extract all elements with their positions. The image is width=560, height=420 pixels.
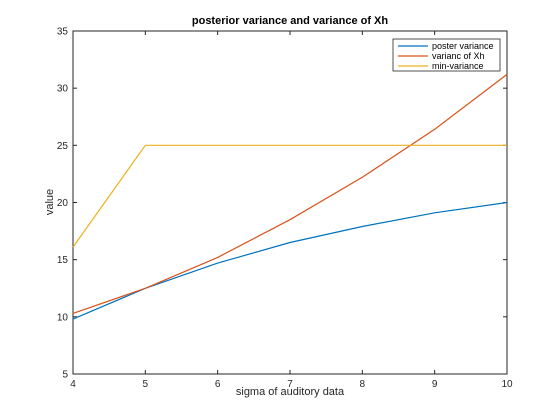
y-tick-label: 5 (62, 370, 68, 381)
legend-entry: min-variance (432, 61, 484, 71)
x-tick-label: 5 (143, 379, 149, 390)
legend-entry: poster variance (432, 41, 494, 51)
y-axis-label: value (44, 189, 56, 215)
y-tick-label: 25 (57, 141, 69, 152)
chart-title: posterior variance and variance of Xh (192, 15, 389, 27)
y-tick-label: 35 (57, 27, 69, 38)
y-tick-label: 15 (57, 255, 69, 266)
plot-area (72, 30, 508, 375)
x-axis-label: sigma of auditory data (236, 386, 345, 398)
series-line-2 (72, 73, 508, 314)
x-tick-label: 9 (432, 379, 438, 390)
y-tick-label: 10 (57, 312, 69, 323)
series-lines (72, 73, 508, 320)
y-axis-ticks: 5 10 15 20 25 30 35 (57, 27, 507, 381)
x-tick-label: 10 (501, 379, 513, 390)
series-line-3 (72, 144, 507, 248)
x-tick-label: 7 (287, 379, 293, 390)
y-tick-label: 30 (57, 84, 69, 95)
x-tick-label: 6 (215, 379, 221, 390)
y-tick-label: 20 (57, 198, 69, 209)
x-axis-ticks: 4 5 6 7 8 9 10 (70, 31, 513, 390)
x-tick-label: 8 (360, 379, 366, 390)
legend-entry: varianc of Xh (432, 51, 485, 61)
x-tick-label: 4 (70, 379, 76, 390)
